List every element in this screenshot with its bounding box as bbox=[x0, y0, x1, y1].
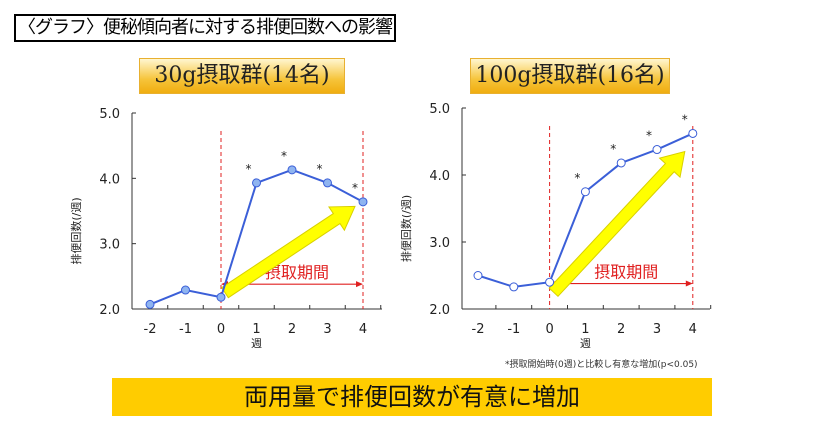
x-tick-label: 2 bbox=[288, 322, 296, 337]
significance-marker: * bbox=[610, 142, 616, 156]
y-tick-label: 5.0 bbox=[99, 107, 120, 122]
significance-marker: * bbox=[352, 181, 358, 195]
x-tick-label: 2 bbox=[617, 322, 625, 337]
y-tick-label: 4.0 bbox=[429, 169, 450, 184]
page-title: 〈グラフ〉便秘傾向者に対する排便回数への影響 bbox=[14, 14, 396, 42]
x-tick-label: -1 bbox=[179, 322, 192, 337]
y-tick-label: 2.0 bbox=[429, 303, 450, 318]
x-tick-label: 1 bbox=[581, 322, 589, 337]
y-tick-label: 5.0 bbox=[429, 102, 450, 117]
chart-title-100g: 100g摂取群(16名) bbox=[470, 58, 670, 94]
footnote: *摂取開始時(0週)と比較し有意な増加(p<0.05) bbox=[505, 360, 698, 370]
significance-marker: * bbox=[281, 149, 287, 163]
trend-arrow bbox=[220, 205, 356, 299]
data-point bbox=[181, 285, 190, 295]
x-tick-label: 1 bbox=[252, 322, 260, 337]
data-point bbox=[688, 128, 698, 138]
significance-marker: * bbox=[574, 171, 580, 185]
x-tick-label: -2 bbox=[144, 322, 157, 337]
x-tick-label: 3 bbox=[323, 322, 331, 337]
chart-title-30g: 30g摂取群(14名) bbox=[139, 58, 345, 94]
x-tick-label: 4 bbox=[689, 322, 697, 337]
x-tick-label: -1 bbox=[507, 322, 520, 337]
data-point bbox=[287, 165, 297, 175]
period-arrowhead-right bbox=[685, 280, 693, 287]
x-tick-label: 4 bbox=[359, 322, 367, 337]
y-axis-label: 排便回数(/週) bbox=[399, 195, 413, 262]
x-tick-label: 0 bbox=[545, 322, 553, 337]
significance-marker: * bbox=[317, 162, 323, 176]
conclusion-banner: 両用量で排便回数が有意に増加 bbox=[112, 378, 712, 416]
y-tick-label: 3.0 bbox=[99, 238, 120, 253]
data-point bbox=[473, 271, 483, 280]
x-axis-label: 週 bbox=[251, 337, 262, 350]
data-point bbox=[145, 299, 155, 309]
x-tick-label: -2 bbox=[472, 322, 485, 337]
data-point bbox=[358, 197, 368, 207]
significance-marker: * bbox=[246, 162, 252, 176]
period-label: 摂取期間 bbox=[594, 263, 658, 282]
x-axis-label: 週 bbox=[580, 337, 591, 350]
significance-marker: * bbox=[682, 112, 688, 126]
y-tick-label: 3.0 bbox=[429, 236, 450, 251]
data-point bbox=[509, 282, 519, 292]
data-point bbox=[616, 158, 626, 168]
trend-arrow bbox=[548, 150, 686, 298]
period-arrowhead-right bbox=[356, 281, 363, 288]
data-point bbox=[545, 277, 555, 287]
data-point bbox=[580, 187, 590, 197]
y-tick-label: 4.0 bbox=[99, 172, 120, 187]
data-point bbox=[216, 292, 226, 302]
data-point bbox=[652, 145, 662, 155]
data-point bbox=[323, 178, 332, 188]
x-tick-label: 0 bbox=[217, 322, 225, 337]
period-label: 摂取期間 bbox=[265, 263, 329, 282]
y-tick-label: 2.0 bbox=[99, 303, 120, 318]
y-axis-label: 排便回数(/週) bbox=[69, 197, 83, 264]
x-tick-label: 3 bbox=[653, 322, 661, 337]
significance-marker: * bbox=[646, 129, 652, 143]
data-point bbox=[252, 178, 261, 188]
